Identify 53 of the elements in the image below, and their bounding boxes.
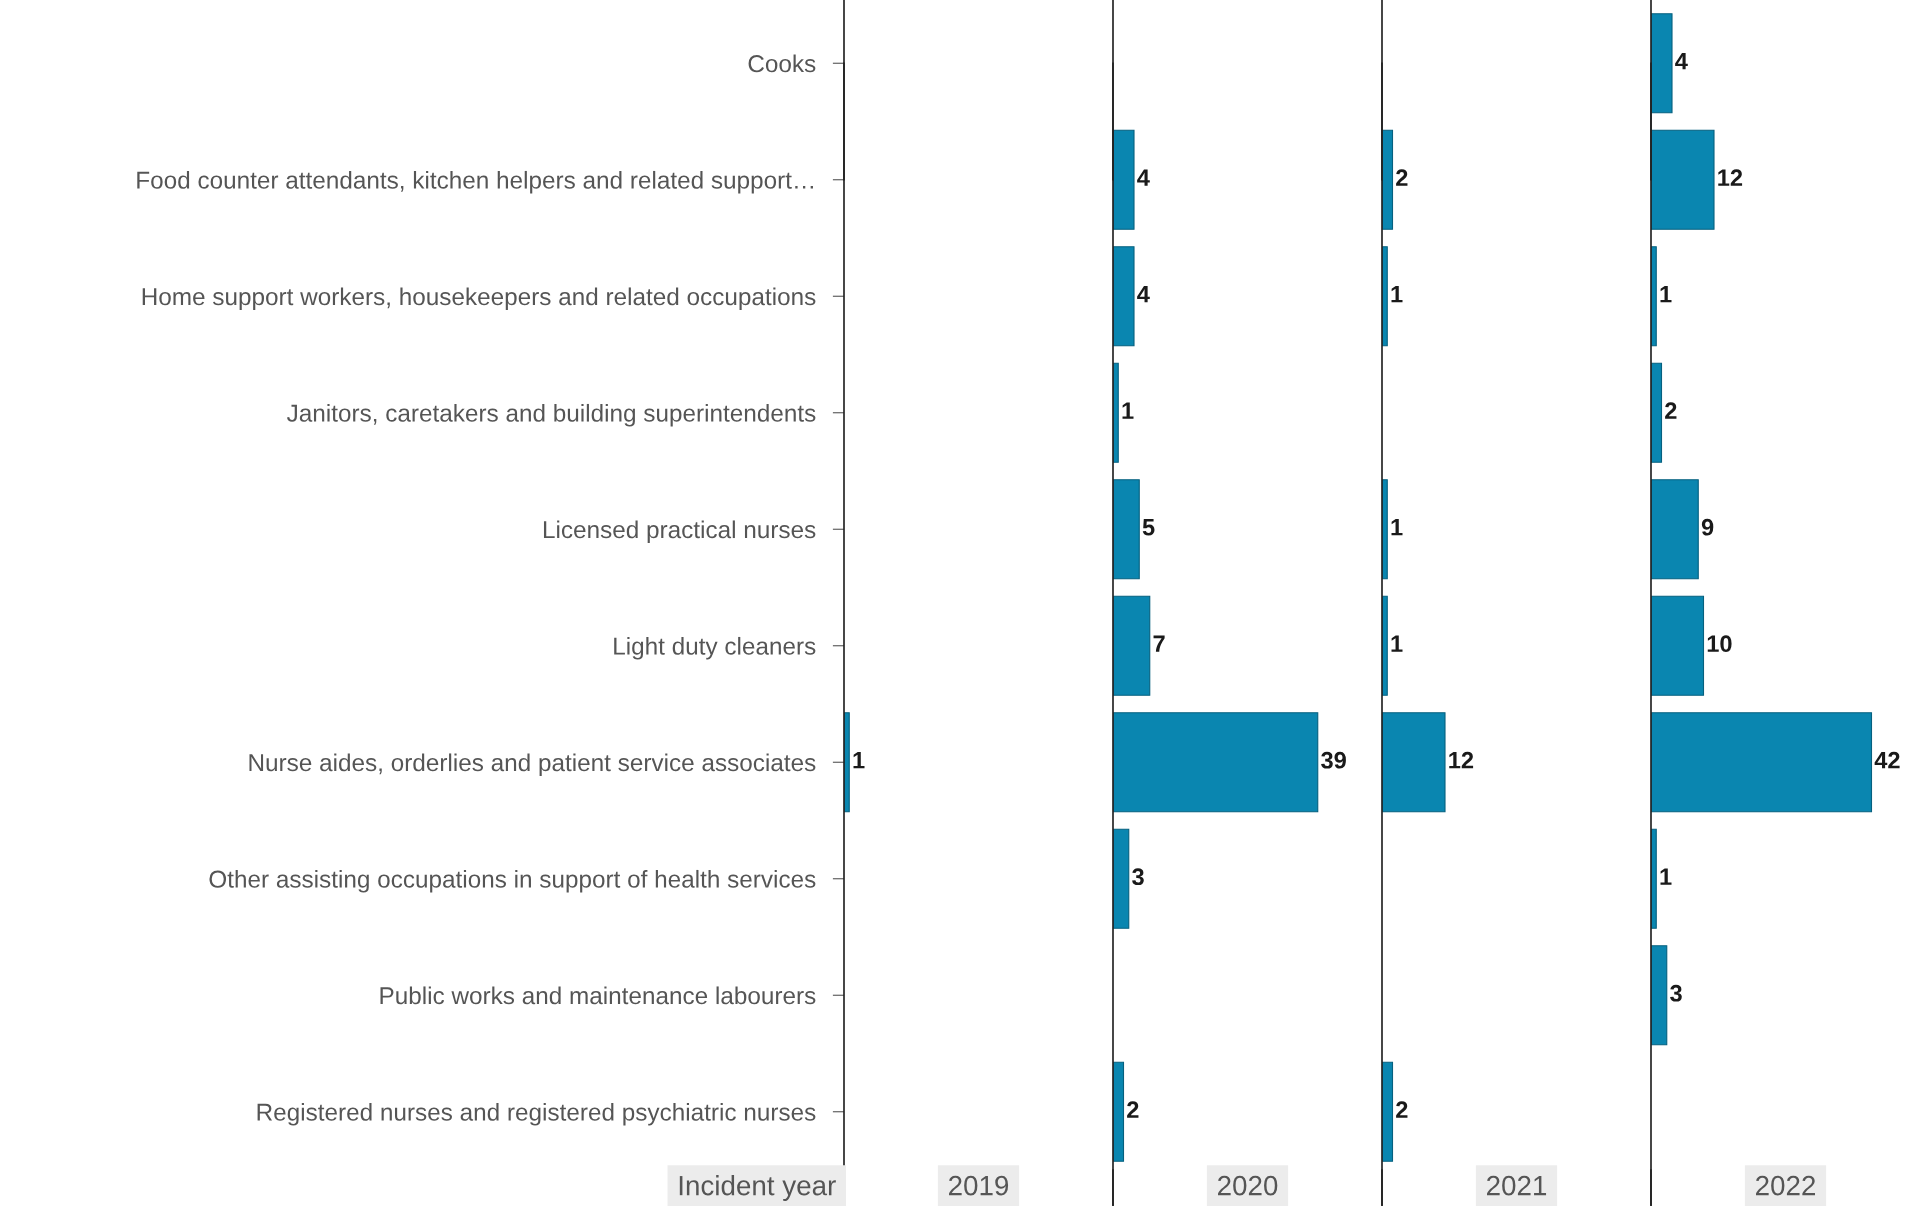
bar <box>1651 362 1663 463</box>
data-label: 1 <box>1122 402 1134 419</box>
y-tick-label: Cooks <box>748 54 816 73</box>
data-label: 1 <box>1660 286 1672 303</box>
data-label: 4 <box>1137 286 1150 303</box>
data-label: 1 <box>853 752 865 769</box>
x-axis-title: 2022 <box>1756 1175 1816 1196</box>
y-tick-label: Home support workers, housekeepers and related occupations <box>142 287 816 311</box>
data-label: 5 <box>1142 519 1155 536</box>
bar <box>1113 129 1135 230</box>
data-label: 3 <box>1670 984 1682 1002</box>
bar <box>1651 129 1715 230</box>
data-label: 2 <box>1665 402 1677 419</box>
data-label: 12 <box>1449 751 1474 769</box>
bar <box>1113 828 1130 929</box>
bar <box>1113 712 1319 813</box>
data-label: 2 <box>1127 1101 1139 1118</box>
bar <box>1651 479 1699 580</box>
data-label: 1 <box>1391 286 1403 303</box>
data-label: 2 <box>1396 1101 1408 1118</box>
data-label: 12 <box>1718 169 1743 186</box>
y-tick-label: Registered nurses and registered psychiatric nurses <box>257 1102 816 1126</box>
data-label: 1 <box>1391 635 1403 652</box>
y-tick-label: Food counter attendants, kitchen helpers and related support… <box>137 170 813 194</box>
x-axis-title: 2019 <box>949 1175 1009 1196</box>
data-label: 1 <box>1391 519 1403 536</box>
data-label: 4 <box>1675 53 1688 70</box>
bar <box>1651 945 1668 1046</box>
bar <box>1113 246 1135 347</box>
data-label: 10 <box>1707 635 1732 653</box>
bar <box>1113 595 1151 696</box>
bar <box>1113 1061 1125 1162</box>
data-label: 7 <box>1153 635 1165 652</box>
data-label: 4 <box>1137 169 1150 186</box>
data-label: 3 <box>1132 868 1144 886</box>
data-label: 1 <box>1660 868 1672 885</box>
y-tick-label: Nurse aides, orderlies and patient service associates <box>249 753 816 777</box>
y-tick-label: Licensed practical nurses <box>543 520 816 544</box>
data-label: 2 <box>1396 169 1408 186</box>
data-label: 42 <box>1874 751 1900 769</box>
y-tick-label: Public works and maintenance labourers <box>380 986 816 1005</box>
bar <box>1651 595 1705 696</box>
y-tick-label: Other assisting occupations in support of health services <box>209 869 816 893</box>
data-label: 9 <box>1701 518 1714 536</box>
y-tick-label: Janitors, caretakers and building superintendents <box>287 403 816 427</box>
x-axis-title: 2021 <box>1487 1175 1547 1196</box>
bar <box>1651 712 1873 813</box>
x-axis-title: 2020 <box>1218 1175 1278 1196</box>
text: Incident year <box>679 1175 836 1201</box>
data-label: 39 <box>1321 751 1346 769</box>
bar <box>1113 479 1140 580</box>
y-tick-label: Light duty cleaners <box>614 636 816 660</box>
bar <box>1651 13 1673 114</box>
